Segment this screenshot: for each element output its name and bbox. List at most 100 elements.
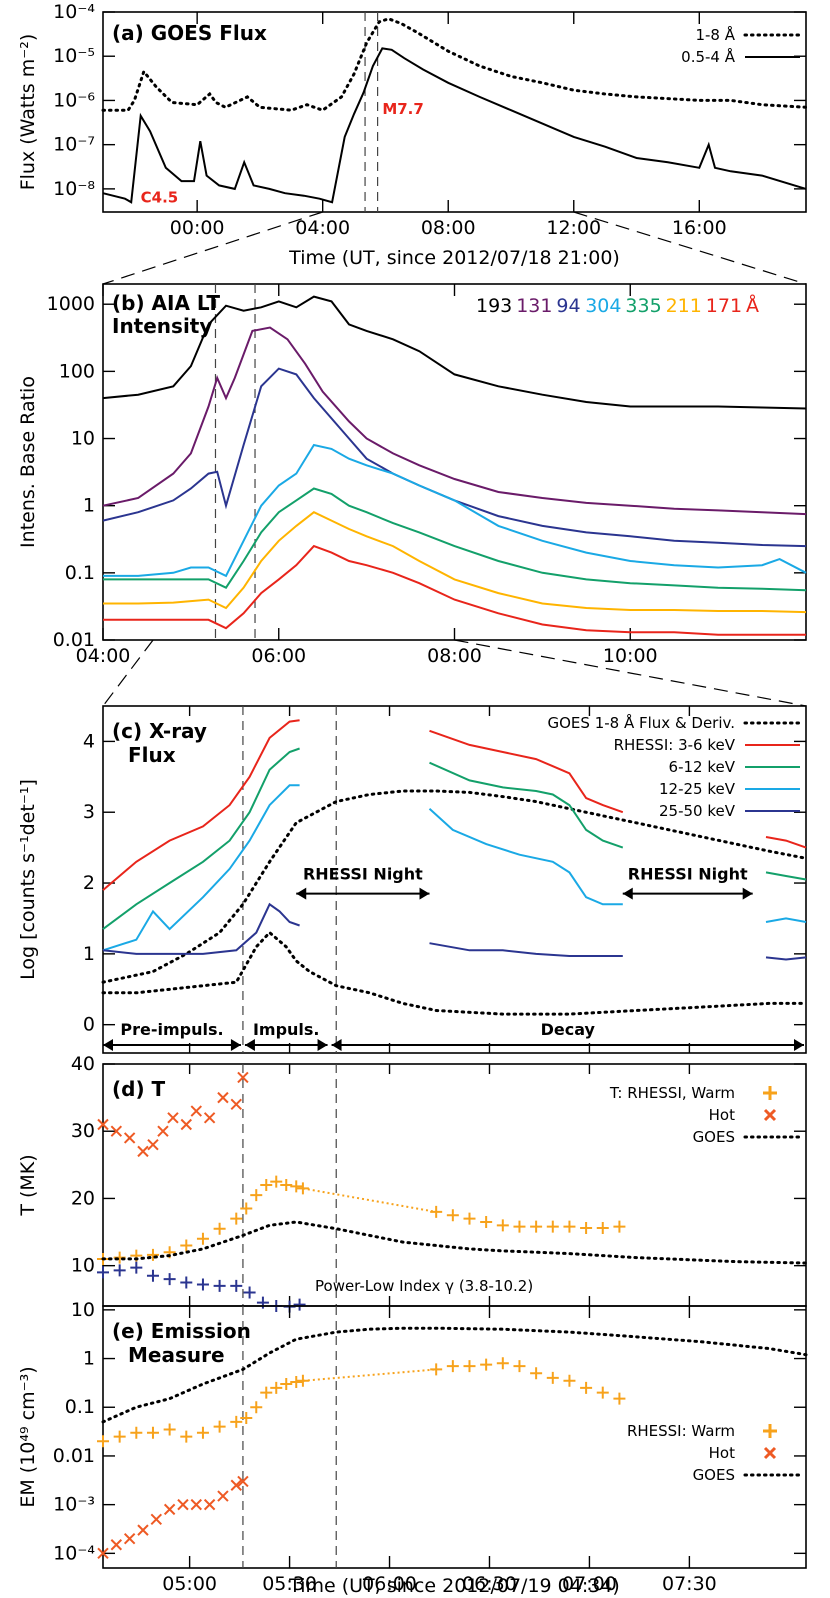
panel-b-ylabel: Intens. Base Ratio bbox=[17, 376, 39, 548]
zoom-connector-right bbox=[454, 639, 807, 707]
aia-legend-304: 304 bbox=[585, 295, 621, 317]
panel-b-ytick-label: 100 bbox=[59, 360, 95, 382]
panel-e-ytick-label: 10⁻³ bbox=[53, 1494, 95, 1516]
temperature-series-1-point bbox=[430, 1205, 443, 1218]
rhessi-night-label: RHESSI Night bbox=[303, 865, 423, 884]
temperature-series-0-point bbox=[250, 1189, 263, 1202]
panel-d-ytick-label: 40 bbox=[71, 1053, 95, 1075]
panel-c-ytick-label: 0 bbox=[83, 1014, 95, 1036]
panel-e-xlabel: Time (UT, since 2012/07/19 04:34) bbox=[288, 1575, 620, 1597]
panel-a-ytick-label: 10⁻⁵ bbox=[53, 45, 95, 67]
temperature-series-1-point bbox=[496, 1219, 509, 1232]
goes-series-1-8 bbox=[101, 17, 808, 112]
rhessi-series-3-seg2 bbox=[765, 871, 807, 881]
temperature-series-0-point bbox=[213, 1222, 226, 1235]
temperature-series-0-point bbox=[290, 1180, 303, 1193]
panel-a-frame bbox=[102, 11, 807, 213]
temperature-series-1-point bbox=[530, 1220, 543, 1233]
panel-d-legend-label: GOES bbox=[693, 1128, 735, 1146]
temperature-series-0-point bbox=[260, 1179, 273, 1191]
temperature-series-1-point bbox=[513, 1220, 526, 1233]
phase-label: Impuls. bbox=[253, 1020, 320, 1039]
temperature-series-4-point bbox=[256, 1296, 269, 1309]
temperature-series-0-point bbox=[230, 1212, 243, 1225]
em-series-2-point bbox=[123, 1532, 136, 1545]
panel-b-title: (b) AIA LT bbox=[112, 291, 220, 315]
panel-a-legend-label: 1-8 Å bbox=[695, 25, 735, 44]
panel-c-title-line2: Flux bbox=[128, 743, 176, 767]
temperature-series-1-point bbox=[580, 1222, 593, 1235]
panel-e-ytick-label: 10 bbox=[71, 1299, 95, 1321]
rhessi-series-2-seg0 bbox=[102, 719, 300, 891]
goes-series-1 bbox=[101, 930, 808, 1016]
flare-class-label: C4.5 bbox=[141, 188, 179, 206]
em-series-1-point bbox=[430, 1363, 443, 1376]
rhessi-series-5-seg1 bbox=[429, 942, 623, 957]
panel-e-legend-marker bbox=[763, 1446, 777, 1460]
power-law-index-label: Power-Low Index γ (3.8-10.2) bbox=[315, 1277, 533, 1295]
em-series-0-point bbox=[213, 1420, 226, 1433]
panel-d-legend-marker bbox=[763, 1086, 777, 1100]
aia-series-193 bbox=[102, 295, 807, 410]
panel-a-xlabel: Time (UT, since 2012/07/18 21:00) bbox=[288, 247, 620, 269]
temperature-series-4-point bbox=[180, 1276, 193, 1289]
panel-e-ytick-label: 1 bbox=[83, 1348, 95, 1370]
panel-e-title: (e) Emission bbox=[112, 1319, 251, 1343]
aia-legend-131: 131 bbox=[516, 295, 552, 317]
em-series-0-point bbox=[280, 1378, 293, 1391]
em-series-1-point bbox=[513, 1360, 526, 1373]
rhessi-series-5-seg2 bbox=[765, 956, 807, 961]
panel-a-ytick-label: 10⁻⁷ bbox=[53, 134, 95, 156]
em-series-1-point bbox=[530, 1367, 543, 1380]
temperature-series-1-point bbox=[446, 1209, 459, 1222]
temperature-series-2-point bbox=[190, 1105, 202, 1117]
temperature-series-1-point bbox=[480, 1215, 493, 1228]
rhessi-series-4-seg2 bbox=[765, 917, 807, 923]
zoom-connector-left bbox=[102, 211, 323, 285]
panel-c-legend-label: 6-12 keV bbox=[669, 758, 736, 776]
panel-e-xtick-label: 06:00 bbox=[362, 1573, 417, 1595]
panel-a-ytick-label: 10⁻⁴ bbox=[53, 1, 95, 23]
em-series-1-point bbox=[496, 1357, 509, 1370]
panel-c-ylabel: Log [counts s⁻¹det⁻¹] bbox=[17, 779, 39, 980]
temperature-series-0-fit bbox=[302, 1187, 437, 1213]
temperature-series-2-point bbox=[147, 1138, 159, 1151]
temperature-series-0-point bbox=[196, 1232, 209, 1245]
panel-c-title: (c) X-ray bbox=[112, 719, 207, 743]
panel-c-ytick-label: 3 bbox=[83, 801, 95, 823]
em-series-2-point bbox=[110, 1539, 123, 1551]
em-series-2-point bbox=[177, 1498, 189, 1511]
em-series-0-point bbox=[230, 1415, 243, 1428]
goes-series-0.5-4 bbox=[102, 47, 807, 204]
em-series-1-point bbox=[596, 1386, 609, 1399]
panel-a-ytick-label: 10⁻⁸ bbox=[53, 178, 95, 200]
em-series-0-point bbox=[146, 1426, 159, 1439]
panel-b-xtick-label: 08:00 bbox=[427, 645, 482, 667]
aia-series-131 bbox=[102, 326, 807, 516]
panel-a-ytick-label: 10⁻⁶ bbox=[53, 89, 95, 111]
panel-a-xtick-label: 16:00 bbox=[672, 217, 727, 239]
em-series-1-point bbox=[480, 1358, 493, 1371]
panel-a-title: (a) GOES Flux bbox=[112, 21, 267, 45]
panel-d-ytick-label: 20 bbox=[71, 1187, 95, 1209]
panel-b-ytick-label: 0.1 bbox=[65, 562, 95, 584]
temperature-series-0-point bbox=[270, 1175, 283, 1188]
temperature-series-2-point bbox=[97, 1118, 109, 1131]
panel-c-legend-label: 25-50 keV bbox=[659, 802, 736, 820]
aia-series-94 bbox=[102, 367, 807, 548]
panel-e-xtick-label: 05:00 bbox=[162, 1573, 217, 1595]
temperature-series-4-point bbox=[113, 1264, 126, 1277]
em-series-0-point bbox=[250, 1401, 263, 1414]
panel-b-ytick-label: 0.01 bbox=[53, 629, 95, 651]
zoom-connector-left bbox=[102, 639, 154, 707]
panel-e-ytick-label: 0.01 bbox=[53, 1445, 95, 1467]
rhessi-series-5-seg0 bbox=[102, 902, 300, 955]
panel-e-xtick-label: 05:30 bbox=[262, 1573, 317, 1595]
temperature-series-2-point bbox=[203, 1112, 216, 1124]
em-series-0-point bbox=[180, 1430, 193, 1443]
em-series-0-point bbox=[196, 1426, 209, 1439]
panel-c-legend-label: GOES 1-8 Å Flux & Deriv. bbox=[548, 713, 736, 732]
panel-b-ytick-label: 1 bbox=[83, 495, 95, 517]
temperature-series-1-point bbox=[463, 1212, 476, 1225]
panel-c-ytick-label: 1 bbox=[83, 943, 95, 965]
